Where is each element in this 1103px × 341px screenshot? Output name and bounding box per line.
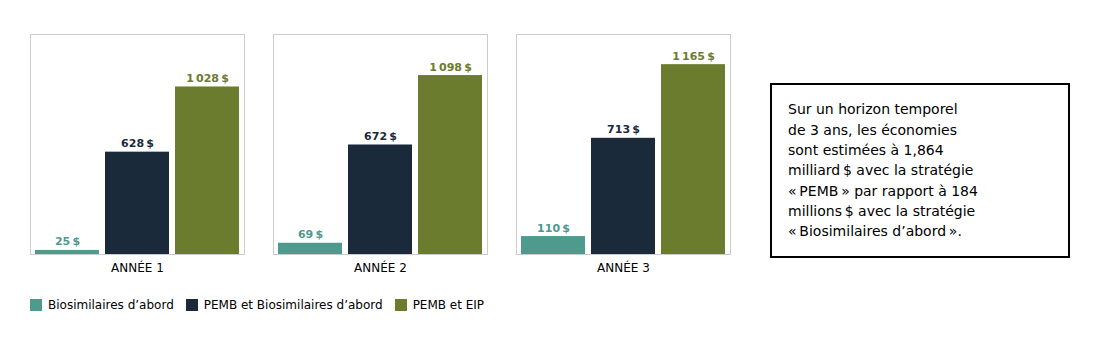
html-text:millions $ avec la stratégie: millions $ avec la stratégie bbox=[788, 202, 976, 219]
svg-text:1 028 $: 1 028 $ bbox=[186, 72, 229, 85]
svg-text:713 $: 713 $ bbox=[607, 123, 640, 136]
svg-text:628 $: 628 $ bbox=[121, 137, 154, 150]
svg-text:ANNÉE 1: ANNÉE 1 bbox=[111, 260, 164, 275]
svg-text:25 $: 25 $ bbox=[55, 235, 80, 248]
html-text:Sur un horizon temporel: Sur un horizon temporel bbox=[788, 101, 958, 118]
html-text:PEMB et EIP: PEMB et EIP bbox=[412, 297, 485, 312]
html-text:« Biosimilaires d’abord ».: « Biosimilaires d’abord ». bbox=[788, 223, 962, 240]
html-text:milliard $ avec la stratégie: milliard $ avec la stratégie bbox=[788, 162, 974, 179]
svg-text:ANNÉE 2: ANNÉE 2 bbox=[354, 260, 407, 275]
html-text:« PEMB » par rapport à 184: « PEMB » par rapport à 184 bbox=[788, 182, 978, 199]
svg-text:ANNÉE 3: ANNÉE 3 bbox=[597, 260, 650, 275]
svg-text:110 $: 110 $ bbox=[537, 222, 570, 235]
svg-text:1 098 $: 1 098 $ bbox=[429, 61, 472, 74]
html-text:de 3 ans, les économies: de 3 ans, les économies bbox=[788, 121, 957, 138]
html-text:Biosimilaires d’abord: Biosimilaires d’abord bbox=[48, 297, 174, 312]
svg-text:69 $: 69 $ bbox=[298, 228, 323, 241]
svg-text:672 $: 672 $ bbox=[364, 130, 397, 143]
html-text:sont estimées à 1,864: sont estimées à 1,864 bbox=[788, 142, 944, 158]
html-text:PEMB et Biosimilaires d’abord: PEMB et Biosimilaires d’abord bbox=[203, 297, 383, 312]
svg-text:1 165 $: 1 165 $ bbox=[672, 50, 715, 63]
